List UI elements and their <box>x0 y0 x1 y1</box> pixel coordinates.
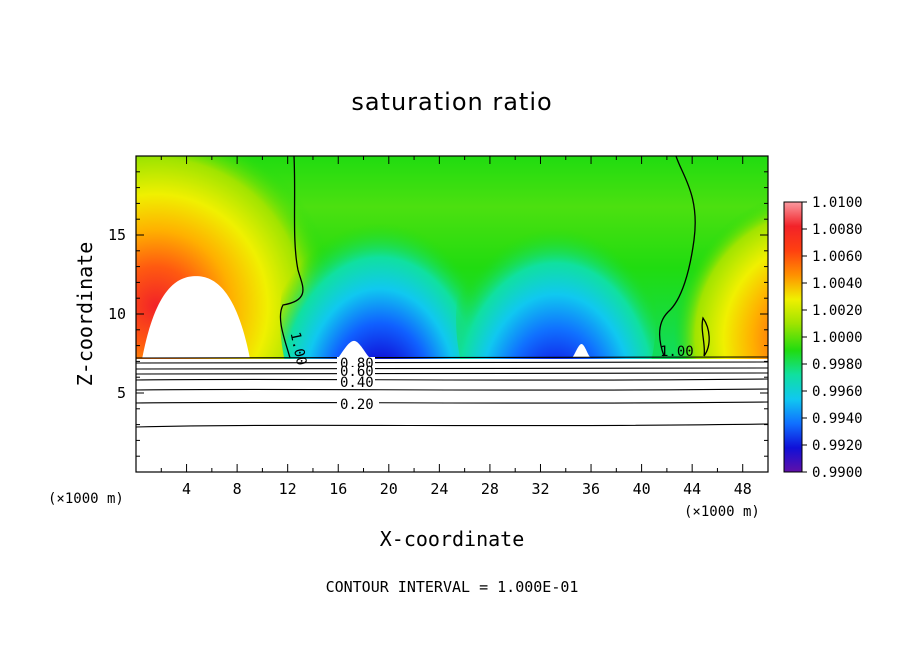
contour-line <box>136 361 768 364</box>
contour-label-0.40: 0.40 <box>340 375 374 391</box>
y-tick-label: 5 <box>117 384 126 402</box>
contour-line <box>136 356 768 359</box>
x-tick-label: 44 <box>683 480 701 498</box>
y-tick-label: 15 <box>108 226 126 244</box>
colorbar-label: 0.9940 <box>812 411 863 427</box>
sub-cloud-region <box>136 359 768 472</box>
contour-line-1.00-left <box>279 156 304 359</box>
dry-pocket-right <box>572 344 592 358</box>
contour-line <box>136 367 768 370</box>
contour-label-0.20: 0.20 <box>340 397 374 413</box>
colorbar-label: 0.9960 <box>812 384 863 400</box>
y-axis-ticks: 5 10 15 <box>108 171 768 457</box>
x-tick-label: 16 <box>329 480 347 498</box>
y-tick-label: 10 <box>108 305 126 323</box>
colorbar <box>783 201 803 473</box>
x-tick-label: 48 <box>734 480 752 498</box>
colorbar-label: 1.0040 <box>812 276 863 292</box>
contour-line <box>136 378 768 381</box>
contour-label-left: 1.00 <box>287 331 310 367</box>
contour-line-1.00-right-b <box>701 316 710 357</box>
x-unit-label-left: (×1000 m) <box>48 491 124 507</box>
x-tick-label: 32 <box>531 480 549 498</box>
supersaturated-region-right <box>637 166 768 406</box>
chart-title: saturation ratio <box>351 88 553 116</box>
subcloud-contours <box>136 356 768 428</box>
colorbar-ticks: 1.0100 1.0080 1.0060 1.0040 1.0020 1.0000 0.99… <box>802 195 863 481</box>
contour-line <box>136 372 768 375</box>
x-tick-label: 24 <box>430 480 448 498</box>
x-unit-label-right: (×1000 m) <box>684 504 760 520</box>
colorbar-label: 1.0060 <box>812 249 863 265</box>
y-axis-title: Z-coordinate <box>73 242 97 387</box>
x-tick-label: 8 <box>233 480 242 498</box>
x-tick-label: 28 <box>481 480 499 498</box>
x-axis-ticks: 4 8 12 16 20 24 28 32 36 40 44 48 <box>160 156 752 498</box>
contour-label-bg <box>337 376 375 389</box>
x-tick-label: 36 <box>582 480 600 498</box>
dry-pocket-left <box>142 276 250 358</box>
contour-line <box>136 423 768 428</box>
colorbar-label: 0.9980 <box>812 357 863 373</box>
colorbar-label: 1.0080 <box>812 222 863 238</box>
colorbar-label: 1.0100 <box>812 195 863 211</box>
x-tick-label: 20 <box>380 480 398 498</box>
x-tick-label: 40 <box>633 480 651 498</box>
contour-line <box>136 401 768 404</box>
contour-line-1.00-right-a <box>658 156 696 357</box>
saturation-field: 1.00 1.00 0.80 0.60 0.40 0.20 <box>136 156 768 472</box>
colorbar-label: 1.0020 <box>812 303 863 319</box>
contour-interval-note: CONTOUR INTERVAL = 1.000E-01 <box>325 578 579 596</box>
colorbar-label: 0.9900 <box>812 465 863 481</box>
x-axis-title: X-coordinate <box>380 527 525 551</box>
x-tick-label: 4 <box>182 480 191 498</box>
contour-label-bg <box>337 397 379 411</box>
colorbar-label: 1.0000 <box>812 330 863 346</box>
x-tick-label: 12 <box>279 480 297 498</box>
colorbar-label: 0.9920 <box>812 438 863 454</box>
contour-label-right: 1.00 <box>660 344 694 360</box>
dry-pocket-middle <box>338 340 370 358</box>
contour-line <box>136 388 768 391</box>
